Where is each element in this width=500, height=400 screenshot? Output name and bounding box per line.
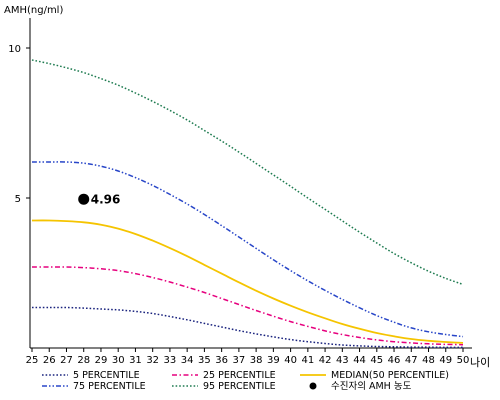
- series-line-25-percentile: [31, 266, 464, 346]
- x-tick-label: 29: [95, 355, 108, 366]
- x-tick-label: 26: [43, 355, 56, 366]
- x-tick-label: 31: [129, 355, 142, 366]
- x-tick-label: 25: [26, 355, 39, 366]
- series-line-95-percentile: [31, 59, 464, 286]
- x-tick-label: 39: [267, 355, 280, 366]
- series-lines: [31, 59, 464, 349]
- series-line-5-percentile: [31, 306, 463, 349]
- legend-label: MEDIAN(50 PERCENTILE): [331, 370, 449, 381]
- x-tick-label: 37: [233, 355, 246, 366]
- x-tick-label: 43: [336, 355, 349, 366]
- legend: 5 PERCENTILE 25 PERCENTILE MEDIAN(50 PERCE…: [42, 370, 449, 392]
- x-tick-label: 46: [388, 355, 401, 366]
- x-tick-label: 32: [146, 355, 159, 366]
- y-tick-label: 5: [15, 194, 21, 205]
- x-tick-label: 42: [319, 355, 332, 366]
- series-line-75-percentile: [32, 161, 464, 338]
- x-tick-label: 30: [112, 355, 125, 366]
- legend-label: 75 PERCENTILE: [73, 381, 146, 392]
- x-tick-label: 47: [405, 355, 418, 366]
- y-tick-label: 10: [8, 44, 21, 55]
- x-tick-label: 45: [370, 355, 383, 366]
- x-tick-label: 49: [439, 355, 452, 366]
- patient-marker: 4.96: [78, 193, 120, 207]
- x-tick-label: 28: [77, 355, 90, 366]
- x-tick-label: 27: [60, 355, 73, 366]
- x-tick-label: 33: [164, 355, 177, 366]
- legend-label: 25 PERCENTILE: [203, 370, 276, 381]
- x-tick-label: 50: [457, 355, 470, 366]
- x-tick-label: 41: [301, 355, 314, 366]
- patient-point: [78, 193, 90, 205]
- legend-label: 95 PERCENTILE: [203, 381, 276, 392]
- x-tick-label: 36: [215, 355, 228, 366]
- x-tick-label: 40: [284, 355, 297, 366]
- y-axis-title: AMH(ng/ml): [4, 5, 63, 16]
- legend-label: 수진자의 AMH 농도: [331, 381, 412, 392]
- y-ticks: 5 10: [8, 44, 30, 205]
- series-line-median-50-percentile-: [31, 219, 464, 344]
- x-tick-label: 35: [198, 355, 211, 366]
- legend-marker-swatch: [309, 382, 317, 390]
- x-tick-label: 44: [353, 355, 366, 366]
- x-tick-label: 38: [250, 355, 263, 366]
- x-tick-label: 48: [422, 355, 435, 366]
- x-axis-title: 나이: [470, 356, 490, 369]
- patient-point-label: 4.96: [91, 193, 121, 207]
- x-tick-label: 34: [181, 355, 194, 366]
- x-ticks: 25 26 27 28 29 30 31 32 33 34 35 36 37 38 39 40 41 42 43 44…: [26, 348, 470, 366]
- legend-label: 5 PERCENTILE: [73, 370, 140, 381]
